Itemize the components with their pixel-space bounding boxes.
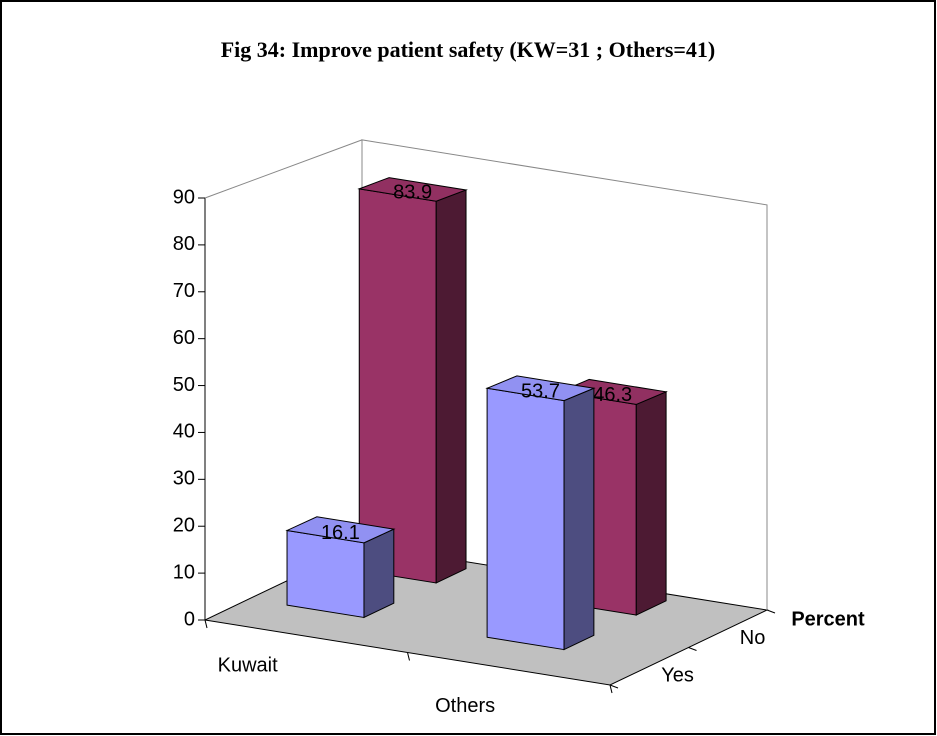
bar-front xyxy=(358,188,437,584)
x-tick xyxy=(204,619,208,629)
x-tick-label: Kuwait xyxy=(218,654,278,676)
bar-top xyxy=(557,378,668,405)
y-tick-label: 30 xyxy=(173,468,195,490)
data-label: 53.7 xyxy=(521,381,560,403)
y-tick-label: 90 xyxy=(173,186,195,208)
depth-tick xyxy=(609,684,619,689)
x-tick xyxy=(609,684,613,694)
x-tick xyxy=(407,652,410,661)
bar-side xyxy=(435,189,467,584)
y-tick-label: 80 xyxy=(173,233,195,255)
left-wall-top xyxy=(204,139,363,199)
y-tick-label: 60 xyxy=(173,327,195,349)
bar-top xyxy=(357,177,468,202)
y-tick-label: 0 xyxy=(184,608,195,630)
y-tick-label: 10 xyxy=(173,561,195,583)
bar-side xyxy=(635,391,667,616)
depth-tick xyxy=(766,609,776,614)
legend-label: Yes xyxy=(661,665,694,687)
legend-label: No xyxy=(740,627,766,649)
chart-title: Fig 34: Improve patient safety (KW=31 ; … xyxy=(221,37,716,62)
data-label: 16.1 xyxy=(321,522,360,544)
y-tick-label: 40 xyxy=(173,421,195,443)
bar-top xyxy=(285,516,396,544)
data-label: 83.9 xyxy=(393,182,432,204)
bar-top xyxy=(485,375,596,402)
depth-tick xyxy=(688,647,697,651)
bar-front xyxy=(486,387,565,651)
depth-axis-label: Percent xyxy=(791,608,865,630)
bar-side xyxy=(563,387,595,651)
y-tick-label: 70 xyxy=(173,280,195,302)
x-tick-label: Others xyxy=(435,695,495,717)
y-tick-label: 20 xyxy=(173,515,195,537)
data-label: 46.3 xyxy=(593,384,632,406)
bar-side xyxy=(363,528,395,619)
y-tick-label: 50 xyxy=(173,374,195,396)
